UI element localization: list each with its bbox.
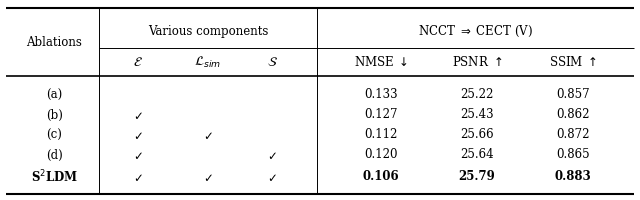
Text: SSIM $\uparrow$: SSIM $\uparrow$ xyxy=(548,55,597,69)
Text: $\checkmark$: $\checkmark$ xyxy=(203,129,213,142)
Text: 25.79: 25.79 xyxy=(458,170,495,184)
Text: Ablations: Ablations xyxy=(26,36,83,48)
Text: $\mathcal{E}$: $\mathcal{E}$ xyxy=(132,55,143,68)
Text: 0.872: 0.872 xyxy=(556,129,589,142)
Text: 25.43: 25.43 xyxy=(460,108,493,121)
Text: 0.857: 0.857 xyxy=(556,88,589,102)
Text: $\checkmark$: $\checkmark$ xyxy=(132,170,143,184)
Text: 0.865: 0.865 xyxy=(556,148,589,162)
Text: Various components: Various components xyxy=(148,24,268,38)
Text: $\checkmark$: $\checkmark$ xyxy=(132,129,143,142)
Text: 0.106: 0.106 xyxy=(362,170,399,184)
Text: S$^2$LDM: S$^2$LDM xyxy=(31,169,78,185)
Text: $\checkmark$: $\checkmark$ xyxy=(267,148,277,162)
Text: $\checkmark$: $\checkmark$ xyxy=(203,170,213,184)
Text: 0.120: 0.120 xyxy=(364,148,397,162)
Text: (c): (c) xyxy=(47,129,62,142)
Text: $\checkmark$: $\checkmark$ xyxy=(267,170,277,184)
Text: 25.64: 25.64 xyxy=(460,148,493,162)
Text: NMSE $\downarrow$: NMSE $\downarrow$ xyxy=(354,55,408,69)
Text: $\mathcal{S}$: $\mathcal{S}$ xyxy=(266,55,278,68)
Text: $\checkmark$: $\checkmark$ xyxy=(132,148,143,162)
Text: 0.133: 0.133 xyxy=(364,88,397,102)
Text: (a): (a) xyxy=(46,88,63,102)
Text: NCCT $\Rightarrow$ CECT (V): NCCT $\Rightarrow$ CECT (V) xyxy=(418,23,532,39)
Text: 25.66: 25.66 xyxy=(460,129,493,142)
Text: 0.883: 0.883 xyxy=(554,170,591,184)
Text: $\checkmark$: $\checkmark$ xyxy=(132,108,143,121)
Text: 25.22: 25.22 xyxy=(460,88,493,102)
Text: 0.862: 0.862 xyxy=(556,108,589,121)
Text: PSNR $\uparrow$: PSNR $\uparrow$ xyxy=(452,55,502,69)
Text: $\mathcal{L}_{sim}$: $\mathcal{L}_{sim}$ xyxy=(195,54,221,70)
Text: 0.127: 0.127 xyxy=(364,108,397,121)
Text: (b): (b) xyxy=(46,108,63,121)
Text: (d): (d) xyxy=(46,148,63,162)
Text: 0.112: 0.112 xyxy=(364,129,397,142)
